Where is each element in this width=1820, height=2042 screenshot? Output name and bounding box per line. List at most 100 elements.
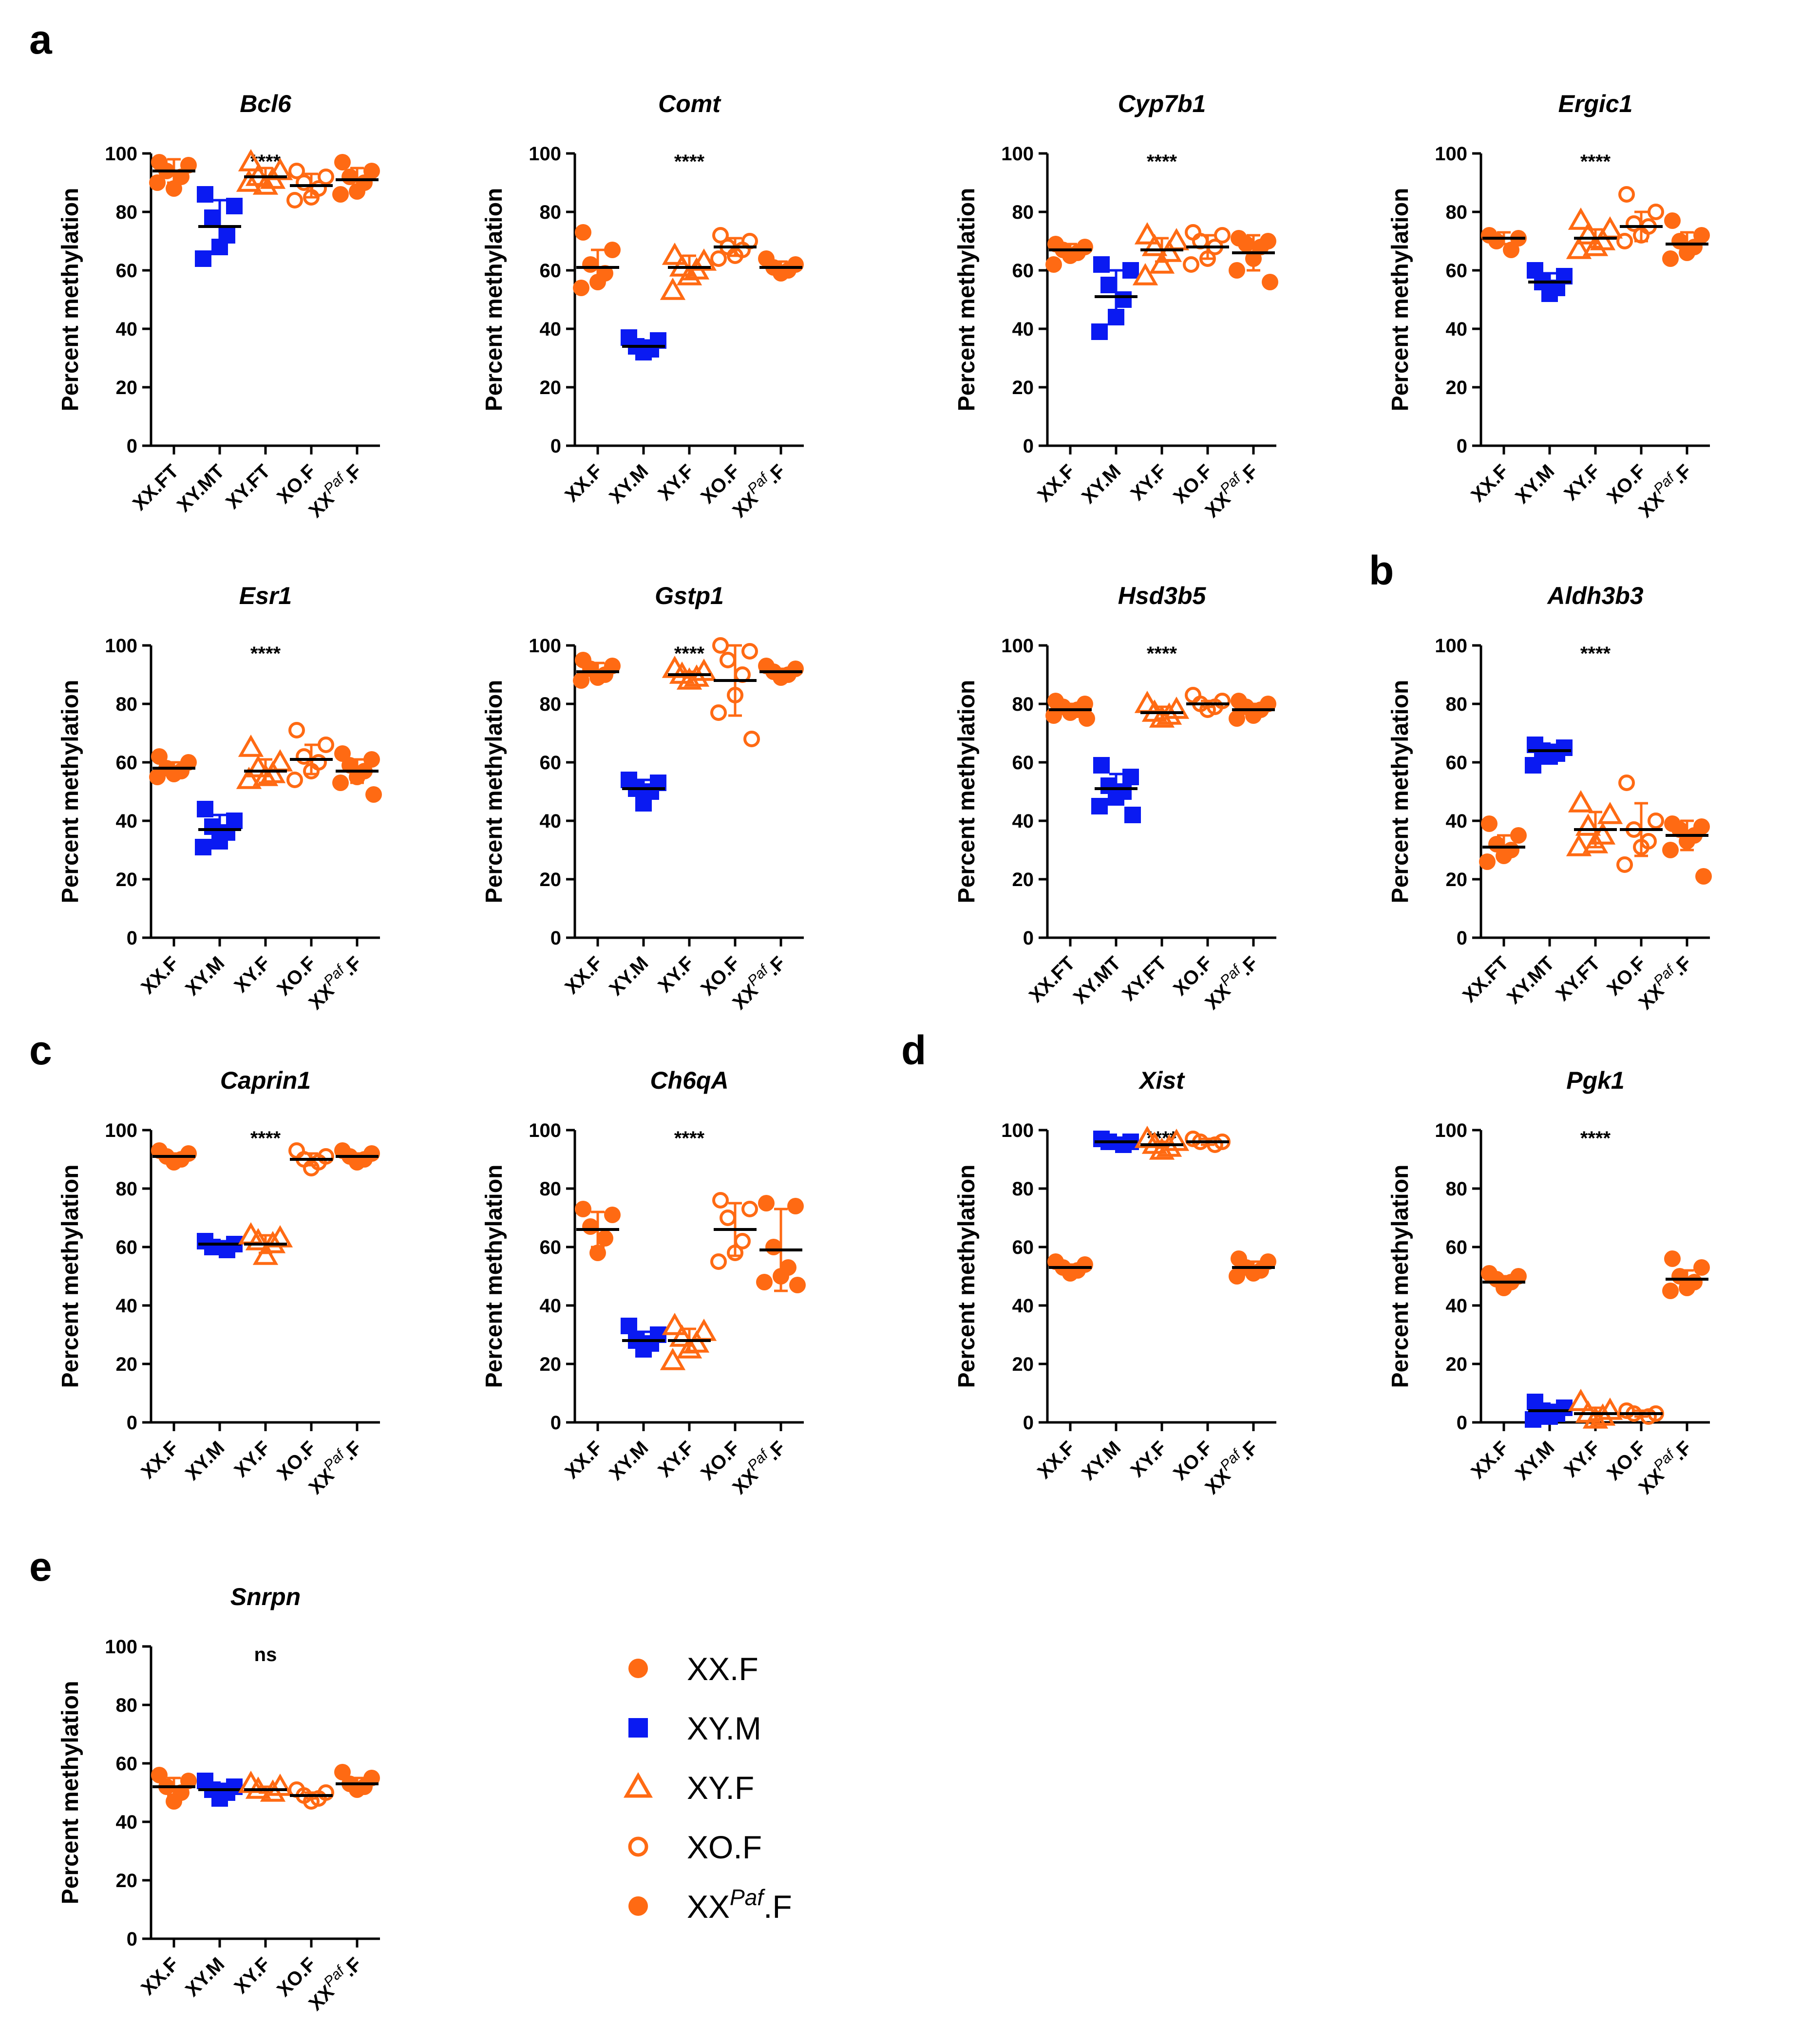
chart-title: Aldh3b3 bbox=[1546, 582, 1643, 609]
series-xy-m bbox=[1525, 1394, 1573, 1428]
data-point bbox=[1149, 251, 1175, 274]
data-point bbox=[573, 672, 589, 689]
y-tick-label: 60 bbox=[1012, 752, 1034, 774]
y-tick-label: 20 bbox=[1012, 1354, 1034, 1375]
y-tick-label: 40 bbox=[1446, 811, 1468, 832]
data-point bbox=[1262, 274, 1278, 290]
y-tick-label: 80 bbox=[1012, 202, 1034, 223]
data-point bbox=[195, 839, 211, 855]
data-point bbox=[166, 766, 182, 782]
data-point bbox=[211, 833, 228, 850]
legend-label: XO.F bbox=[687, 1829, 762, 1865]
data-point bbox=[582, 256, 599, 273]
data-point bbox=[575, 224, 591, 241]
data-point bbox=[197, 801, 213, 817]
y-tick-label: 0 bbox=[550, 1412, 561, 1434]
chart-esr1: Esr1 **** 0 20 40 60 80 100 Percent methylation X… bbox=[57, 582, 382, 1014]
x-tick-label-xy-ft: XY.FT bbox=[1118, 952, 1171, 1005]
series-xy-mt bbox=[195, 186, 243, 267]
data-point bbox=[310, 754, 327, 771]
significance-label: **** bbox=[1580, 643, 1611, 664]
significance-label: **** bbox=[674, 643, 705, 664]
series-xy-m bbox=[621, 329, 666, 360]
data-point bbox=[1134, 222, 1160, 245]
legend-label: XX.F bbox=[687, 1651, 758, 1687]
data-point bbox=[1541, 285, 1558, 302]
data-point bbox=[303, 1160, 320, 1176]
data-point bbox=[1664, 212, 1681, 229]
data-point bbox=[1616, 233, 1633, 249]
series-xo-f bbox=[288, 1142, 334, 1176]
data-point bbox=[166, 1154, 182, 1171]
data-point bbox=[676, 263, 702, 285]
series-xxpaf-f bbox=[332, 154, 380, 203]
y-tick-label: 100 bbox=[105, 635, 137, 657]
series-xxpaf-f bbox=[758, 658, 804, 686]
y-tick-label: 20 bbox=[1012, 869, 1034, 890]
data-point bbox=[1575, 813, 1601, 836]
legend-marker bbox=[623, 1772, 653, 1798]
y-tick-label: 100 bbox=[529, 1120, 561, 1141]
x-tick-label-xx-f: XX.F bbox=[561, 460, 607, 506]
series-xo-f bbox=[1185, 687, 1231, 718]
data-point bbox=[149, 769, 166, 785]
data-point bbox=[204, 209, 221, 226]
y-tick-label: 100 bbox=[1001, 143, 1034, 165]
data-point bbox=[1156, 239, 1182, 262]
series-xy-m bbox=[1527, 262, 1573, 302]
y-tick-label: 20 bbox=[1012, 377, 1034, 398]
data-point bbox=[1238, 236, 1254, 252]
significance-label: **** bbox=[674, 1128, 705, 1149]
x-tick-label-xy-f: XY.F bbox=[230, 1437, 275, 1481]
data-point bbox=[1229, 1268, 1245, 1285]
data-point bbox=[635, 795, 652, 812]
x-tick-label-xy-f: XY.F bbox=[654, 1437, 699, 1481]
series-xxpaf-f bbox=[756, 1195, 806, 1293]
legend-marker bbox=[628, 1718, 648, 1738]
data-point bbox=[1122, 262, 1139, 279]
data-point bbox=[1568, 1388, 1594, 1411]
x-tick-label-xy-m: XY.M bbox=[181, 1953, 228, 2001]
data-point bbox=[349, 183, 365, 200]
data-point bbox=[1496, 1280, 1512, 1296]
data-point bbox=[589, 669, 606, 686]
data-point bbox=[204, 818, 221, 835]
chart-title: Ergic1 bbox=[1558, 90, 1633, 117]
y-tick-label: 0 bbox=[1457, 435, 1467, 457]
chart-title: Pgk1 bbox=[1566, 1067, 1625, 1094]
data-point bbox=[676, 1336, 702, 1359]
data-point bbox=[1122, 769, 1139, 785]
data-point bbox=[286, 772, 303, 788]
data-point bbox=[1525, 757, 1541, 774]
series-xxpaf-f bbox=[758, 250, 804, 282]
y-tick-label: 20 bbox=[540, 1354, 562, 1375]
data-point bbox=[604, 242, 621, 258]
data-point bbox=[1093, 256, 1110, 273]
data-point bbox=[1662, 842, 1679, 858]
y-axis-label: Percent methylation bbox=[481, 680, 507, 904]
data-point bbox=[765, 1239, 782, 1255]
y-tick-label: 100 bbox=[1001, 635, 1034, 657]
data-point bbox=[1245, 707, 1262, 724]
chart-title: Xist bbox=[1138, 1067, 1185, 1094]
data-point bbox=[296, 748, 312, 765]
y-tick-label: 80 bbox=[1012, 694, 1034, 715]
series-xx-f bbox=[151, 1767, 197, 1810]
y-tick-label: 0 bbox=[550, 435, 561, 457]
data-point bbox=[1575, 222, 1601, 245]
y-tick-label: 60 bbox=[540, 1237, 562, 1258]
y-tick-label: 80 bbox=[540, 694, 562, 715]
data-point bbox=[758, 1195, 775, 1211]
legend-marker bbox=[628, 1836, 648, 1857]
x-tick-label-xx-ft: XX.FT bbox=[1459, 952, 1513, 1006]
series-xx-f bbox=[149, 748, 197, 785]
chart-comt: Comt **** 0 20 40 60 80 100 Percent methylation X… bbox=[481, 90, 804, 522]
legend-item-xx-f: XXPaf.F bbox=[628, 1885, 792, 1925]
series-xx-ft bbox=[1045, 693, 1095, 727]
data-point bbox=[1185, 687, 1201, 703]
data-point bbox=[226, 198, 243, 214]
series-xo-f bbox=[286, 722, 334, 788]
y-tick-label: 100 bbox=[1435, 143, 1467, 165]
data-point bbox=[1100, 277, 1117, 293]
significance-label: ns bbox=[254, 1644, 277, 1665]
